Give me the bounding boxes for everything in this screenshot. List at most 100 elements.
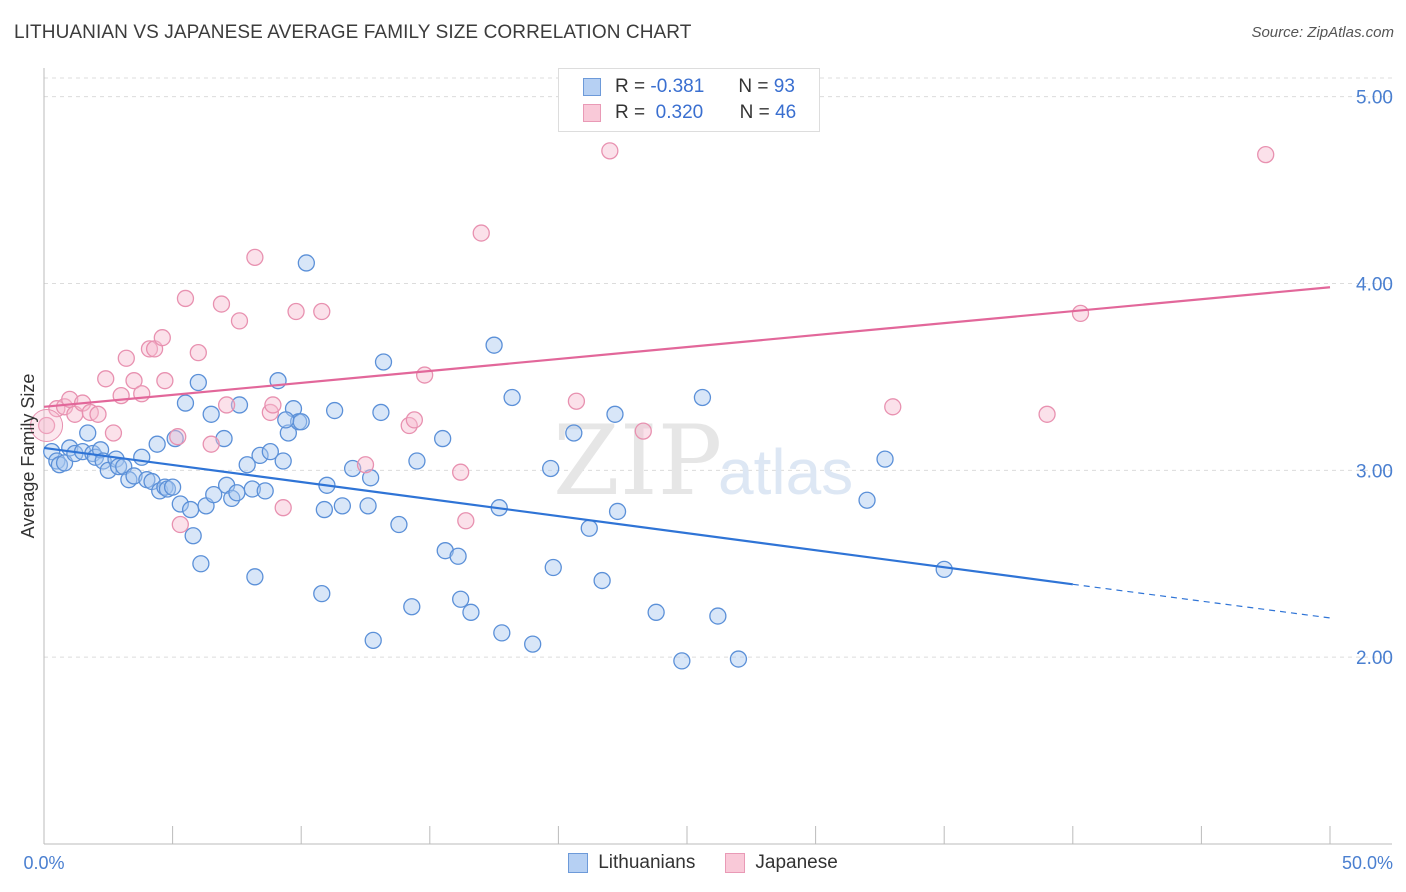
lithuanian-point — [181, 500, 200, 519]
lithuanian-point — [876, 450, 894, 468]
watermark-atlas: atlas — [718, 436, 853, 508]
lithuanian-point — [189, 373, 207, 392]
r-label: R = — [615, 76, 646, 97]
lithuanian-point — [202, 405, 220, 423]
blue-swatch — [568, 853, 589, 873]
lithuanian-point — [228, 484, 246, 502]
japanese-point — [416, 366, 434, 384]
lithuanian-point — [493, 624, 511, 642]
lithuanians-trend-line — [43, 446, 1073, 586]
n-label: N = — [738, 76, 769, 97]
lithuanian-point — [261, 443, 279, 461]
lithuanians-points — [43, 254, 953, 670]
japanese-point-large — [30, 409, 64, 443]
y-tick-label: 3.00 — [1356, 461, 1393, 482]
japanese-point — [246, 248, 264, 267]
japanese-point — [176, 289, 195, 308]
japanese-point — [634, 422, 652, 440]
watermark: ZIP atlas — [553, 405, 853, 517]
n-value: 93 — [773, 76, 795, 97]
lithuanian-point — [163, 478, 182, 496]
watermark-zip: ZIP — [553, 405, 722, 517]
lithuanians-trend-extension — [1072, 583, 1331, 619]
stats-legend: R = -0.381 N = 93 R = 0.320 N = 46 — [558, 68, 820, 132]
japanese-point — [212, 295, 231, 313]
lithuanian-point — [580, 519, 598, 537]
lithuanian-point — [390, 515, 408, 534]
lithuanian-point — [408, 452, 426, 470]
japanese-point — [140, 340, 159, 358]
y-tick-label: 2.00 — [1356, 648, 1393, 669]
lithuanian-point — [364, 631, 382, 650]
legend-row-lithuanians: R = -0.381 N = 93 — [583, 74, 795, 100]
lithuanian-point — [184, 527, 202, 545]
lithuanian-point — [274, 452, 292, 470]
japanese-point — [264, 396, 282, 414]
lithuanian-point — [315, 500, 333, 519]
japanese-point — [156, 372, 174, 390]
japanese-point — [104, 424, 123, 442]
lithuanian-point — [709, 607, 727, 625]
lithuanian-point — [693, 388, 712, 407]
lithuanian-point — [608, 502, 627, 521]
axes — [43, 68, 1392, 845]
japanese-point — [313, 302, 331, 321]
lithuanian-point — [192, 555, 210, 573]
lithuanian-point — [166, 429, 184, 448]
japanese-point — [274, 499, 292, 517]
japanese-trend-line — [43, 286, 1331, 408]
lithuanian-point — [544, 558, 562, 577]
lithuanian-point — [256, 482, 274, 500]
lithuanian-point — [246, 568, 264, 586]
lithuanian-point — [593, 571, 611, 590]
japanese-point — [202, 435, 220, 453]
lithuanian-point — [313, 584, 331, 603]
japanese-point — [125, 372, 143, 390]
x-tick-label: 50.0% — [1342, 853, 1393, 873]
blue-swatch — [583, 78, 601, 96]
lithuanian-point — [292, 413, 310, 431]
japanese-point — [230, 312, 249, 330]
lithuanian-point — [277, 411, 295, 429]
lithuanian-point — [148, 435, 166, 453]
lithuanian-point — [485, 336, 503, 354]
japanese-point — [884, 398, 902, 416]
lithuanian-point — [434, 429, 452, 448]
x-tick-label: 0.0% — [23, 853, 64, 873]
lithuanian-point — [372, 403, 390, 422]
japanese-point — [452, 463, 470, 481]
japanese-point — [1038, 405, 1056, 423]
japanese-points — [30, 142, 1275, 534]
lithuanian-point — [403, 598, 421, 616]
japanese-point — [472, 224, 490, 242]
lithuanian-point — [606, 405, 624, 423]
japanese-point — [601, 142, 619, 160]
lithuanian-point — [359, 497, 377, 515]
lithuanian-point — [935, 560, 953, 579]
japanese-point — [287, 302, 305, 321]
lithuanian-point — [79, 424, 97, 442]
r-value: 0.320 — [655, 102, 704, 123]
lithuanian-point — [449, 547, 467, 565]
lithuanian-point — [125, 467, 143, 485]
lithuanian-point — [343, 459, 362, 478]
japanese-point — [169, 428, 187, 446]
japanese-point — [97, 370, 115, 388]
n-value: 46 — [775, 102, 797, 123]
lithuanian-point — [251, 446, 269, 465]
lithuanian-point — [673, 652, 691, 670]
y-tick-label: 4.00 — [1356, 275, 1393, 296]
japanese-point — [89, 405, 107, 423]
r-value: -0.381 — [650, 76, 705, 97]
lithuanian-point — [565, 424, 583, 442]
lithuanian-point — [462, 603, 480, 621]
japanese-point — [153, 329, 171, 347]
r-label: R = — [615, 102, 646, 123]
lithuanian-point — [243, 480, 261, 498]
japanese-point — [171, 515, 189, 534]
lithuanian-point — [333, 497, 352, 515]
y-axis-label: Average Family Size — [18, 374, 38, 539]
lithuanian-point — [133, 448, 151, 466]
japanese-point — [37, 416, 56, 435]
lithuanian-point — [858, 491, 876, 509]
